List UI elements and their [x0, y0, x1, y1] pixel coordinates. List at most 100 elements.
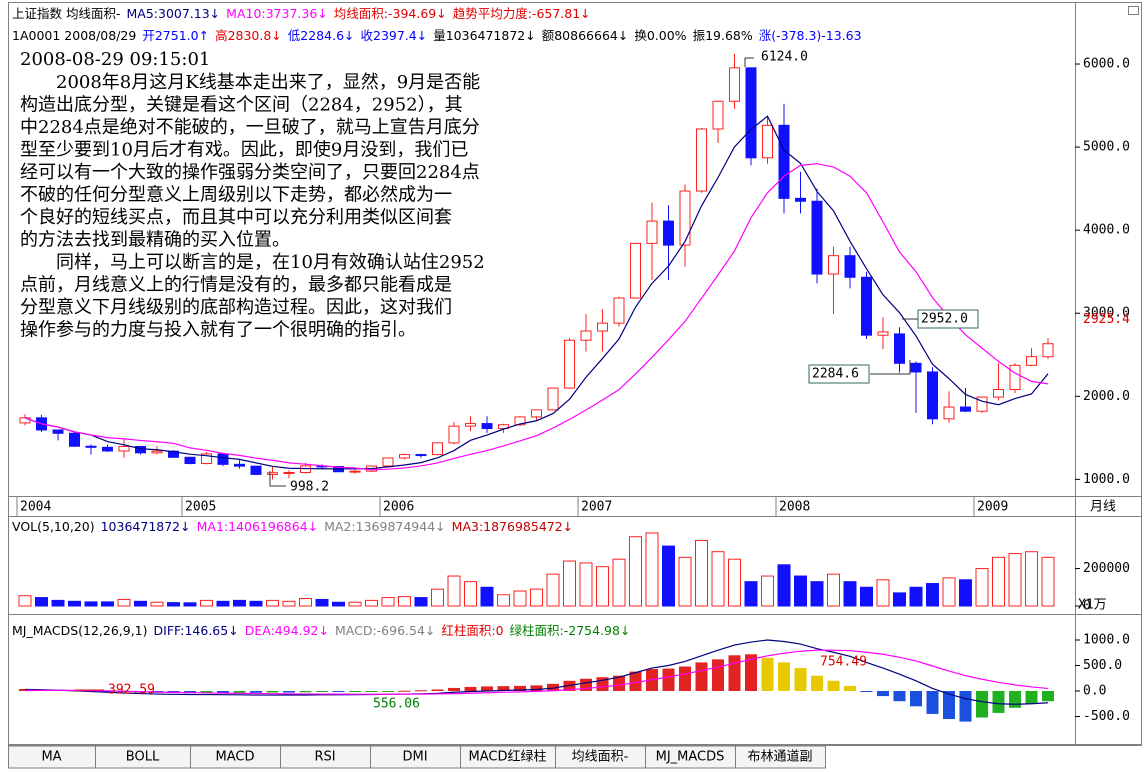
- macd-bar: [712, 659, 724, 691]
- macd-bar: [514, 685, 526, 691]
- header-item: 涨(-378.3)-13.63: [759, 28, 862, 43]
- volume-bar: [563, 560, 576, 607]
- candle-body: [1009, 364, 1021, 391]
- header-item: 振19.68%: [693, 28, 753, 43]
- candle-body: [118, 445, 130, 452]
- note-line: 2008年8月这月K线基本走出来了，显然，9月是否能: [20, 72, 480, 93]
- header-line: 1A0001 2008/08/29 开2751.0↑ 高2830.8↓ 低2284.6…: [12, 28, 862, 43]
- candle-body: [399, 454, 410, 459]
- macd-bar: [316, 690, 328, 693]
- tab-label[interactable]: 均线面积-: [572, 750, 629, 765]
- candle-body: [976, 396, 988, 412]
- y-tick-label: -500.0: [1083, 709, 1130, 724]
- volume-bar: [876, 579, 890, 607]
- macd-bar: [893, 690, 906, 702]
- y-tick-label: 1000.0: [1083, 472, 1130, 487]
- volume-bar: [464, 581, 477, 607]
- tab-label[interactable]: MA: [41, 750, 61, 765]
- header-item: 额80866664↓: [542, 28, 629, 43]
- volume-bar: [992, 556, 1005, 607]
- header-item: 1036471872↓: [101, 519, 191, 534]
- candle-body: [481, 423, 493, 430]
- candle-body: [349, 470, 361, 473]
- macd-bar: [217, 690, 229, 694]
- y-tick-label: 2000.0: [1083, 389, 1130, 404]
- annotation-box: [808, 364, 870, 384]
- tab[interactable]: [735, 745, 826, 769]
- y-tick-label: 3000.0: [1083, 306, 1130, 321]
- tab-label[interactable]: BOLL: [126, 750, 160, 765]
- candle-body: [613, 297, 625, 324]
- macd-bar: [695, 662, 708, 691]
- macd-bar: [365, 690, 378, 692]
- macd-bar: [761, 657, 774, 691]
- header-item: MA3:1876985472↓: [452, 519, 574, 534]
- header-item: VOL(5,10,20): [12, 519, 95, 534]
- x-tick-label: 2009: [977, 500, 1008, 515]
- macd-bar: [266, 690, 279, 693]
- volume-bar: [513, 590, 527, 607]
- header-item: 量1036471872↓: [433, 28, 536, 43]
- header-item: 换0.00%: [634, 28, 686, 43]
- candle-body: [250, 465, 262, 475]
- candle-body: [630, 242, 641, 299]
- candle-body: [993, 389, 1004, 398]
- header-item: 1A0001 2008/08/29: [12, 28, 136, 43]
- candle-body: [465, 423, 476, 427]
- volume-bar: [266, 599, 279, 607]
- macd-bar: [200, 690, 213, 694]
- volume-bar: [794, 575, 807, 607]
- volume-bar: [629, 536, 642, 607]
- annotation-box: [917, 309, 979, 329]
- volume-bar: [150, 601, 164, 607]
- candle-body: [877, 331, 889, 336]
- header-item: MA2:1369874944↓: [324, 519, 446, 534]
- outer-border: [8, 2, 1142, 745]
- window-icon: [1128, 6, 1139, 15]
- note-line: 分型意义下月线级别的底部构造过程。因此，这对我们: [20, 297, 452, 318]
- x-tick-label: 2007: [581, 500, 612, 515]
- note-line: 个良好的短线买点，而且其中可以充分利用类似区间套: [20, 207, 452, 228]
- macd-bar: [613, 675, 625, 691]
- candle-body: [729, 67, 740, 102]
- candle-body: [514, 416, 526, 426]
- tab-label[interactable]: RSI: [314, 750, 335, 765]
- volume-bar: [959, 579, 972, 607]
- macd-bar: [910, 690, 922, 707]
- note-line: 经可以有一个大致的操作强弱分类空间了，只要回2284点: [20, 162, 480, 183]
- candle-body: [283, 471, 295, 474]
- header-item: 上证指数 均线面积-: [12, 6, 120, 21]
- indicator-line: [24, 163, 1049, 471]
- candle-body: [894, 333, 905, 364]
- macd-bar: [497, 686, 510, 691]
- volume-bar: [893, 592, 906, 607]
- tab-label[interactable]: MACD: [216, 750, 255, 765]
- volume-bar: [777, 564, 791, 607]
- volume-bar: [84, 601, 98, 607]
- tab-label[interactable]: MACD红绿柱: [469, 749, 547, 765]
- y-tick-label: 4000.0: [1083, 223, 1130, 238]
- note-time: 2008-08-29 09:15:01: [20, 49, 210, 70]
- tab-label[interactable]: 布林通道副: [747, 750, 812, 765]
- y-tick-label: 6000.0: [1083, 57, 1130, 72]
- candle-body: [844, 255, 856, 278]
- candle-body: [1026, 356, 1037, 366]
- tab-label[interactable]: DMI: [402, 750, 427, 765]
- header-item: 高2830.8↓: [215, 28, 282, 43]
- period-label: 月线: [1090, 500, 1116, 515]
- macd-bar: [283, 690, 295, 693]
- macd-bar: [299, 690, 312, 693]
- macd-bar: [943, 690, 955, 720]
- indicator-line: [24, 639, 1049, 705]
- annotation: 2952.0: [921, 312, 968, 327]
- candle-body: [531, 409, 542, 418]
- candle-body: [679, 190, 691, 246]
- volume-bar: [926, 583, 939, 607]
- header-item: 绿柱面积:-2754.98↓: [510, 623, 631, 638]
- volume-bar: [662, 545, 675, 607]
- tab-label[interactable]: MJ_MACDS: [656, 750, 725, 765]
- note-line: 中2284点是绝对不能破的，一旦破了，就马上宣告月底分: [20, 117, 480, 138]
- volume-bar: [18, 595, 32, 607]
- x-tick-label: 2004: [20, 500, 51, 515]
- macd-bar: [464, 686, 477, 691]
